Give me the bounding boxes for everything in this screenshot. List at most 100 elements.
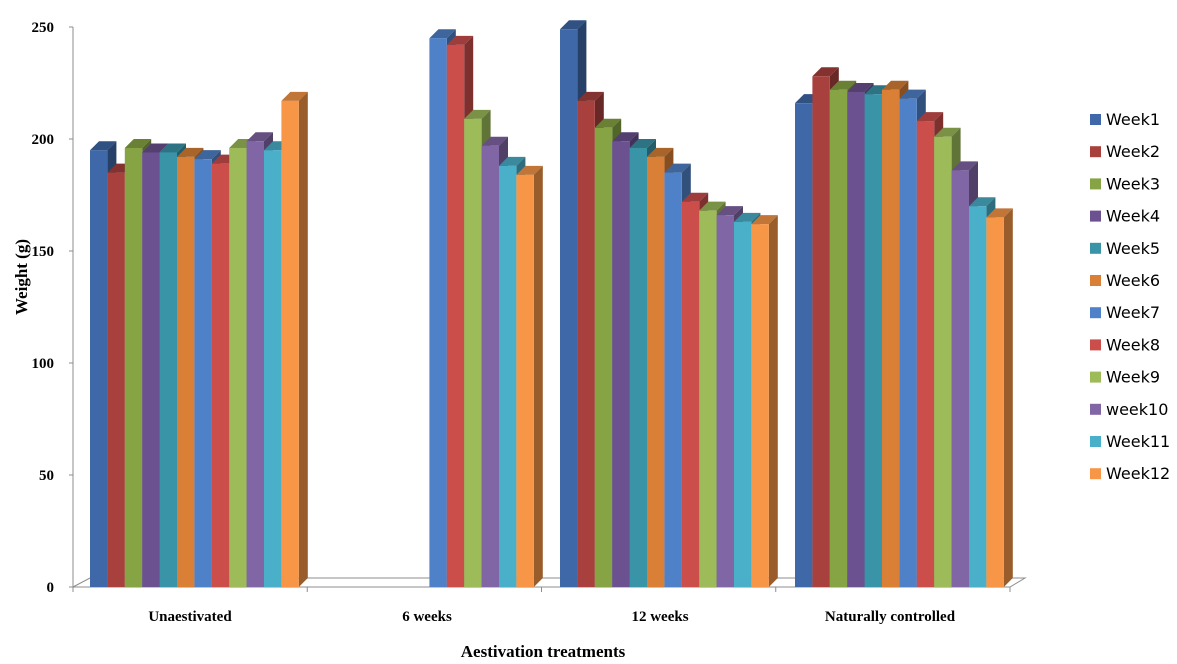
legend-swatch (1090, 242, 1101, 254)
bar-top-face (612, 132, 639, 142)
bar-top-face (647, 147, 674, 157)
bar-front-face (864, 94, 882, 587)
legend-label: Week2 (1106, 142, 1160, 161)
bar-top-face (594, 118, 622, 128)
y-tick-label: 100 (32, 356, 55, 372)
legend-label: week10 (1106, 400, 1168, 419)
bar-top-face (812, 67, 839, 77)
bar-side-face (768, 215, 778, 587)
bar-week12-12-weeks (751, 215, 778, 587)
y-tick-label: 150 (32, 244, 55, 260)
bar-front-face (229, 147, 247, 587)
legend-label: Week7 (1106, 303, 1160, 322)
bar-top-face (882, 80, 909, 90)
legend-swatch (1090, 436, 1101, 447)
bars-group (90, 20, 1013, 588)
legend-swatch (1090, 403, 1101, 415)
bar-top-face (716, 206, 743, 216)
bar-front-face (159, 152, 177, 587)
bar-front-face (577, 100, 595, 588)
bar-top-face (124, 138, 152, 148)
bar-top-face (934, 127, 961, 137)
bar-front-face (716, 215, 734, 587)
bar-top-face (664, 163, 691, 173)
y-tick-label: 0 (47, 580, 55, 596)
legend-swatch (1090, 146, 1101, 158)
x-tick-label-6-weeks: 6 weeks (402, 609, 452, 625)
bar-front-face (90, 150, 108, 587)
bar-top-face (699, 201, 726, 211)
bar-top-face (464, 109, 491, 119)
legend-label: Week4 (1106, 207, 1160, 226)
legend-swatch (1090, 210, 1101, 222)
legend-label: Week1 (1106, 110, 1160, 129)
legend-swatch (1090, 307, 1101, 319)
bar-top-face (177, 147, 204, 157)
bar-top-face (281, 91, 308, 101)
bar-front-face (499, 165, 517, 587)
bar-top-face (751, 215, 778, 225)
bar-front-face (194, 159, 212, 587)
bar-top-face (847, 82, 874, 92)
bar-side-face (1003, 208, 1013, 587)
bar-top-face (560, 20, 587, 30)
legend-item-week3: Week3 (1090, 174, 1160, 193)
bar-front-face (124, 147, 143, 587)
bar-top-face (194, 150, 221, 160)
y-tick-label: 250 (32, 20, 55, 36)
bar-front-face (629, 147, 647, 587)
y-tick-label: 50 (39, 468, 54, 484)
bar-front-face (446, 44, 465, 588)
bar-front-face (916, 121, 935, 587)
bar-front-face (211, 163, 230, 587)
bar-top-face (734, 212, 761, 222)
legend-label: Week11 (1106, 432, 1170, 451)
legend-label: Week5 (1106, 239, 1160, 258)
bar-front-face (594, 127, 613, 588)
bar-front-face (795, 103, 813, 587)
bar-front-face (882, 89, 900, 587)
x-tick-label-unaestivated: Unaestivated (148, 609, 232, 625)
bar-top-face (516, 165, 543, 175)
bar-front-face (560, 29, 578, 588)
bar-top-face (916, 112, 944, 122)
bar-top-face (481, 136, 508, 146)
legend-swatch (1090, 114, 1101, 125)
bar-top-face (969, 197, 996, 207)
bar-top-face (899, 89, 926, 99)
bar-front-face (969, 206, 987, 587)
legend-swatch (1090, 339, 1101, 351)
bar-front-face (246, 141, 264, 588)
legend-swatch (1090, 178, 1101, 190)
x-tick-label-12-weeks: 12 weeks (631, 609, 688, 625)
legend-item-week8: Week8 (1090, 335, 1160, 354)
legend-item-week4: Week4 (1090, 207, 1160, 226)
legend-item-week6: Week6 (1090, 271, 1160, 290)
legend-swatch (1090, 371, 1101, 383)
bar-front-face (951, 170, 969, 588)
bar-side-face (533, 165, 543, 587)
bar-front-face (734, 221, 752, 587)
legend-label: Week8 (1106, 335, 1160, 354)
legend-item-week5: Week5 (1090, 239, 1160, 258)
legend-item-week2: Week2 (1090, 142, 1160, 161)
legend-swatch (1090, 468, 1101, 480)
bar-front-face (847, 91, 865, 588)
legend-item-week11: Week11 (1090, 432, 1170, 451)
bar-top-face (986, 208, 1013, 218)
bar-top-face (499, 156, 526, 166)
legend-swatch (1090, 275, 1101, 286)
bar-front-face (899, 98, 917, 588)
bar-front-face (264, 150, 282, 587)
bar-front-face (612, 141, 630, 588)
bar-top-face (90, 141, 117, 151)
legend-label: Week9 (1106, 368, 1160, 387)
bar-top-face (629, 138, 656, 148)
legend-item-week10: week10 (1090, 400, 1168, 419)
legend: Week1 Week2 Week3 Week4 Week5 Week6 Week7 Week8… (1090, 110, 1170, 483)
bar-top-face (446, 35, 474, 45)
bar-week12-naturally-controlled (986, 208, 1013, 587)
bar-front-face (986, 217, 1004, 587)
bar-front-face (751, 224, 769, 587)
